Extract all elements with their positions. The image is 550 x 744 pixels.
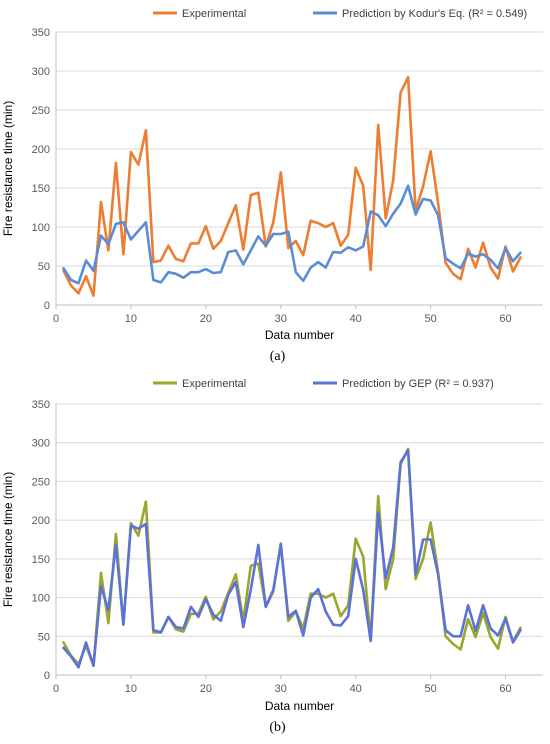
y-tick-label: 100 bbox=[32, 593, 50, 605]
panel-label: (a) bbox=[270, 349, 286, 364]
y-tick-label: 0 bbox=[44, 670, 50, 682]
x-tick-label: 50 bbox=[424, 313, 436, 325]
y-tick-label: 200 bbox=[32, 144, 50, 156]
y-tick-label: 350 bbox=[32, 27, 50, 39]
x-axis-title: Data number bbox=[265, 328, 334, 342]
y-tick-label: 50 bbox=[38, 261, 50, 273]
chart-panel-1: 0 50 100 150 200 250 300 350 0 10 20 30 40 50 60 Data n… bbox=[1, 378, 543, 735]
x-tick-label: 50 bbox=[424, 683, 436, 695]
y-tick-label: 250 bbox=[32, 476, 50, 488]
x-tick-label: 30 bbox=[275, 313, 287, 325]
y-tick-label: 300 bbox=[32, 66, 50, 78]
y-tick-label: 150 bbox=[32, 183, 50, 195]
x-tick-label: 20 bbox=[200, 683, 212, 695]
x-axis-title: Data number bbox=[265, 699, 334, 713]
y-tick-label: 250 bbox=[32, 105, 50, 117]
x-tick-label: 0 bbox=[53, 683, 59, 695]
series-line-1 bbox=[62, 449, 522, 669]
y-tick-label: 100 bbox=[32, 222, 50, 234]
x-tick-label: 10 bbox=[125, 683, 137, 695]
y-tick-label: 50 bbox=[38, 631, 50, 643]
x-tick-label: 60 bbox=[499, 313, 511, 325]
panel-label: (b) bbox=[269, 720, 286, 735]
x-tick-label: 30 bbox=[275, 683, 287, 695]
legend-entry: Prediction by Kodur's Eq. (R² = 0.549) bbox=[342, 8, 527, 20]
x-tick-label: 20 bbox=[200, 313, 212, 325]
legend-entry: Experimental bbox=[182, 378, 246, 390]
y-tick-label: 350 bbox=[32, 399, 50, 411]
y-tick-label: 0 bbox=[44, 300, 50, 312]
x-tick-label: 10 bbox=[125, 313, 137, 325]
y-tick-label: 300 bbox=[32, 438, 50, 450]
y-axis-title: Fire resistance time (min) bbox=[1, 101, 15, 236]
y-axis-title: Fire resistance time (min) bbox=[1, 472, 15, 607]
legend-entry: Experimental bbox=[182, 8, 246, 20]
x-tick-label: 60 bbox=[499, 683, 511, 695]
x-tick-label: 40 bbox=[350, 683, 362, 695]
y-tick-label: 150 bbox=[32, 554, 50, 566]
legend-entry: Prediction by GEP (R² = 0.937) bbox=[342, 378, 494, 390]
series-line-1 bbox=[62, 184, 522, 285]
chart-panel-0: 0 50 100 150 200 250 300 350 0 10 20 30 40 50 60 Data n… bbox=[1, 8, 543, 364]
x-tick-label: 40 bbox=[350, 313, 362, 325]
y-tick-label: 200 bbox=[32, 515, 50, 527]
x-tick-label: 0 bbox=[53, 313, 59, 325]
